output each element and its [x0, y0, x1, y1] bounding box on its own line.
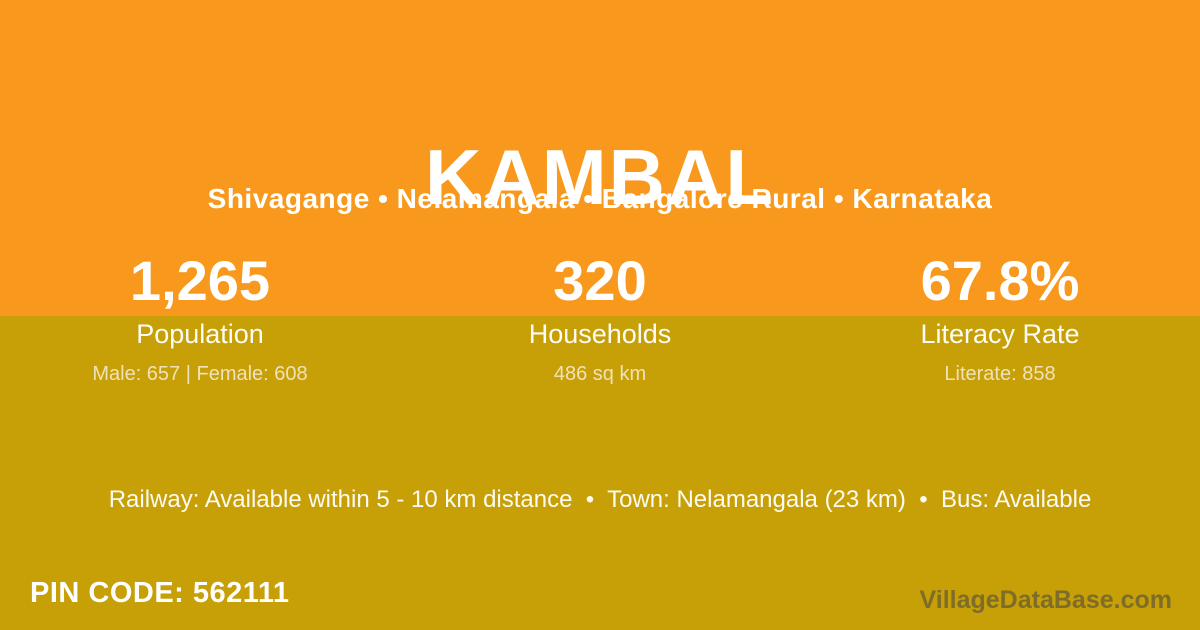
details-band: Population Male: 657 | Female: 608 House… [0, 316, 1200, 630]
households-value: 320 [553, 249, 647, 312]
watermark-branding: VillageDataBase.com [919, 586, 1172, 614]
literacy-rate-detail: Literate: 858 [944, 362, 1056, 385]
literacy-rate-value: 67.8% [920, 249, 1080, 312]
households-detail: 486 sq km [553, 362, 647, 385]
population-stat: Population Male: 657 | Female: 608 [0, 319, 400, 385]
location-breadcrumb: Shivagange • Nelamangala • Bangalore Rur… [207, 183, 993, 214]
village-title: KAMBAL [425, 133, 775, 222]
population-value: 1,265 [129, 249, 271, 312]
population-detail: Male: 657 | Female: 608 [92, 362, 308, 385]
households-stat: Households 486 sq km [400, 319, 800, 385]
stat-values-row: 1,265 320 67.8% [0, 253, 1200, 309]
stat-labels-row: Population Male: 657 | Female: 608 House… [0, 316, 1200, 385]
transport-info: Railway: Available within 5 - 10 km dist… [108, 486, 1092, 513]
header-band: KAMBAL Shivagange • Nelamangala • Bangal… [0, 0, 1200, 316]
pin-code: PIN CODE: 562111 [30, 577, 290, 609]
households-label: Households [528, 319, 672, 349]
literacy-rate-stat: Literacy Rate Literate: 858 [800, 319, 1200, 385]
population-label: Population [136, 319, 264, 349]
literacy-rate-label: Literacy Rate [920, 319, 1080, 349]
